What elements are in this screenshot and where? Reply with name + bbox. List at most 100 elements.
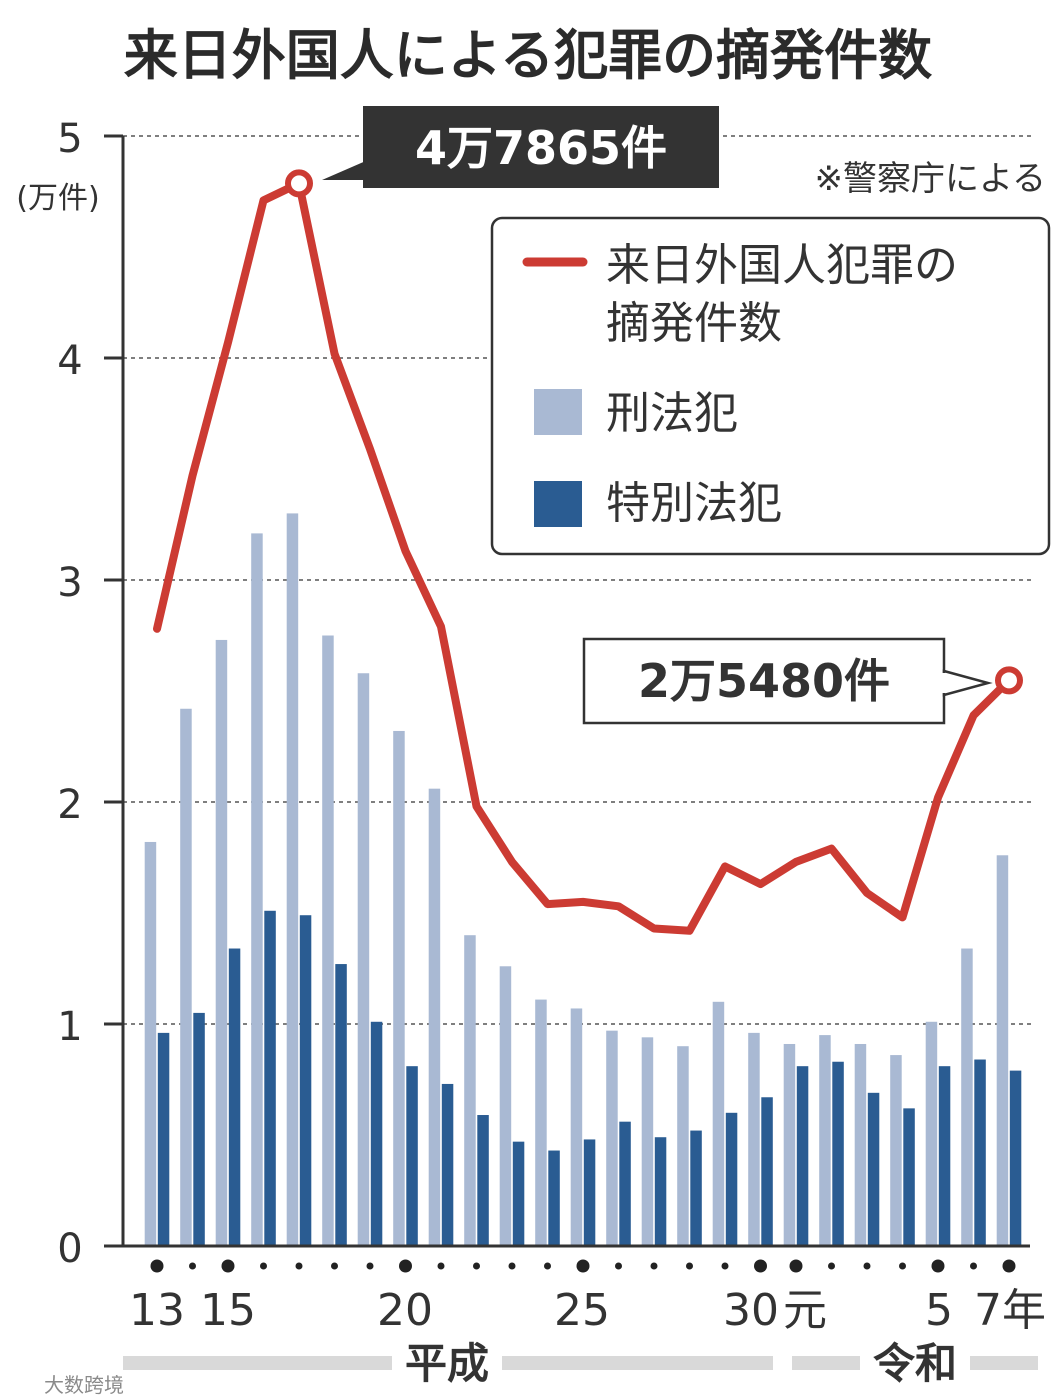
bar-criminal-平成15 [215, 639, 228, 1246]
bar-special-平成17 [299, 915, 312, 1246]
latest-callout: 2万5480件 [582, 637, 993, 725]
bar-criminal-平成17 [286, 513, 299, 1246]
x-tick-label-h25: 25 [554, 1285, 610, 1336]
bar-special-平成24 [548, 1150, 560, 1246]
latest-callout-box [582, 637, 946, 725]
y-tick-label-0: 0 [57, 1226, 82, 1272]
year-dot-平成30 [754, 1259, 767, 1273]
bar-special-平成30 [761, 1097, 773, 1246]
year-dot-平成19 [366, 1262, 374, 1270]
peak-callout: 4万7865件 [322, 106, 719, 188]
bar-criminal-令和元 [783, 1043, 796, 1246]
gridlines [104, 134, 1032, 1248]
year-dot-平成23 [508, 1262, 516, 1270]
year-dot-平成15 [221, 1259, 235, 1273]
legend-special-label: 特別法犯 [606, 478, 782, 529]
x-axis-year-dots [150, 1259, 1016, 1273]
bar-special-令和7 [1009, 1070, 1022, 1246]
bar-criminal-平成30 [748, 1032, 760, 1246]
x-tick-labels: 13 15 20 25 30 元 5 7年 [129, 1285, 1046, 1336]
y-tick-label-5: 5 [57, 116, 82, 162]
year-dot-平成17 [295, 1262, 303, 1270]
bar-special-平成22 [477, 1115, 489, 1246]
y-tick-label-3: 3 [57, 560, 82, 606]
year-dot-平成20 [399, 1259, 412, 1273]
peak-callout-pointer [322, 160, 368, 180]
legend: 来日外国人犯罪の 摘発件数 刑法犯 特別法犯 [490, 216, 1051, 556]
bar-criminal-平成19 [357, 673, 370, 1246]
y-tick-label-4: 4 [57, 338, 82, 384]
bar-criminal-平成29 [712, 1001, 725, 1246]
year-dot-平成24 [544, 1262, 551, 1270]
year-dot-平成25 [576, 1259, 590, 1273]
chart-title: 来日外国人による犯罪の摘発件数 [124, 24, 932, 87]
bar-special-平成16 [264, 910, 276, 1246]
legend-line-label-2: 摘発件数 [606, 298, 782, 349]
year-dot-平成29 [721, 1262, 729, 1270]
bar-special-平成23 [512, 1141, 525, 1246]
bar-special-平成25 [583, 1139, 596, 1246]
year-dot-平成28 [686, 1262, 693, 1270]
year-dot-平成21 [437, 1262, 445, 1270]
y-axis-unit: (万件) [16, 181, 99, 216]
bar-special-令和5 [938, 1066, 951, 1246]
x-tick-label-r5: 5 [925, 1285, 953, 1336]
legend-criminal-swatch [534, 389, 582, 435]
bar-criminal-令和6 [961, 948, 973, 1246]
bar-criminal-平成21 [428, 788, 441, 1246]
bar-criminal-平成25 [570, 1008, 583, 1246]
year-dot-令和2 [828, 1262, 835, 1270]
legend-box [490, 216, 1051, 556]
bar-special-令和6 [974, 1059, 986, 1246]
watermark: 大数跨境 [44, 1373, 124, 1397]
year-dot-令和5 [931, 1259, 945, 1273]
bar-special-平成28 [690, 1130, 702, 1246]
bars [144, 513, 1022, 1246]
bar-special-令和2 [832, 1061, 844, 1246]
legend-criminal-label: 刑法犯 [606, 388, 738, 439]
bar-special-平成26 [619, 1121, 631, 1246]
peak-callout-label: 4万7865件 [415, 121, 667, 175]
bar-criminal-令和5 [925, 1021, 938, 1246]
latest-callout-label: 2万5480件 [638, 654, 890, 708]
bar-special-平成20 [406, 1066, 418, 1246]
bar-criminal-平成14 [180, 708, 192, 1246]
bar-criminal-平成27 [641, 1037, 654, 1246]
source-note: ※警察庁による [815, 159, 1046, 199]
bar-special-平成27 [654, 1137, 667, 1246]
x-tick-label-h15: 15 [200, 1285, 256, 1336]
bar-criminal-平成20 [393, 730, 405, 1246]
bar-criminal-令和2 [819, 1035, 831, 1246]
bar-special-令和4 [903, 1108, 915, 1246]
year-dot-平成16 [260, 1262, 267, 1270]
bar-special-平成19 [370, 1021, 383, 1246]
bar-special-令和3 [867, 1092, 880, 1246]
legend-line-label-1: 来日外国人犯罪の [606, 240, 958, 291]
bar-criminal-令和3 [854, 1043, 867, 1246]
year-dot-平成26 [615, 1262, 622, 1270]
era-label-reiwa: 令和 [873, 1339, 957, 1388]
bar-criminal-平成18 [322, 635, 334, 1246]
year-dot-令和元 [789, 1259, 803, 1273]
x-tick-label-r7: 7年 [974, 1285, 1046, 1336]
peak-callout-box [363, 106, 719, 188]
bar-special-平成18 [335, 964, 347, 1246]
bar-criminal-令和4 [890, 1055, 902, 1246]
bar-criminal-平成13 [144, 841, 157, 1246]
year-dot-令和6 [970, 1262, 977, 1270]
bar-special-平成14 [193, 1012, 205, 1246]
bar-criminal-令和7 [996, 855, 1009, 1246]
bar-special-平成13 [157, 1032, 170, 1246]
y-tick-label-2: 2 [57, 782, 82, 828]
y-tick-labels: 0 1 2 3 4 5 [57, 116, 82, 1272]
year-dot-平成14 [189, 1262, 196, 1270]
year-dot-令和3 [863, 1262, 871, 1270]
year-dot-平成27 [650, 1262, 658, 1270]
bar-criminal-平成22 [464, 935, 476, 1246]
y-tick-label-1: 1 [57, 1004, 82, 1050]
era-label-heisei: 平成 [405, 1339, 489, 1388]
x-tick-label-h20: 20 [377, 1285, 433, 1336]
x-tick-label-r1: 元 [783, 1285, 827, 1336]
peak-marker [285, 169, 313, 198]
